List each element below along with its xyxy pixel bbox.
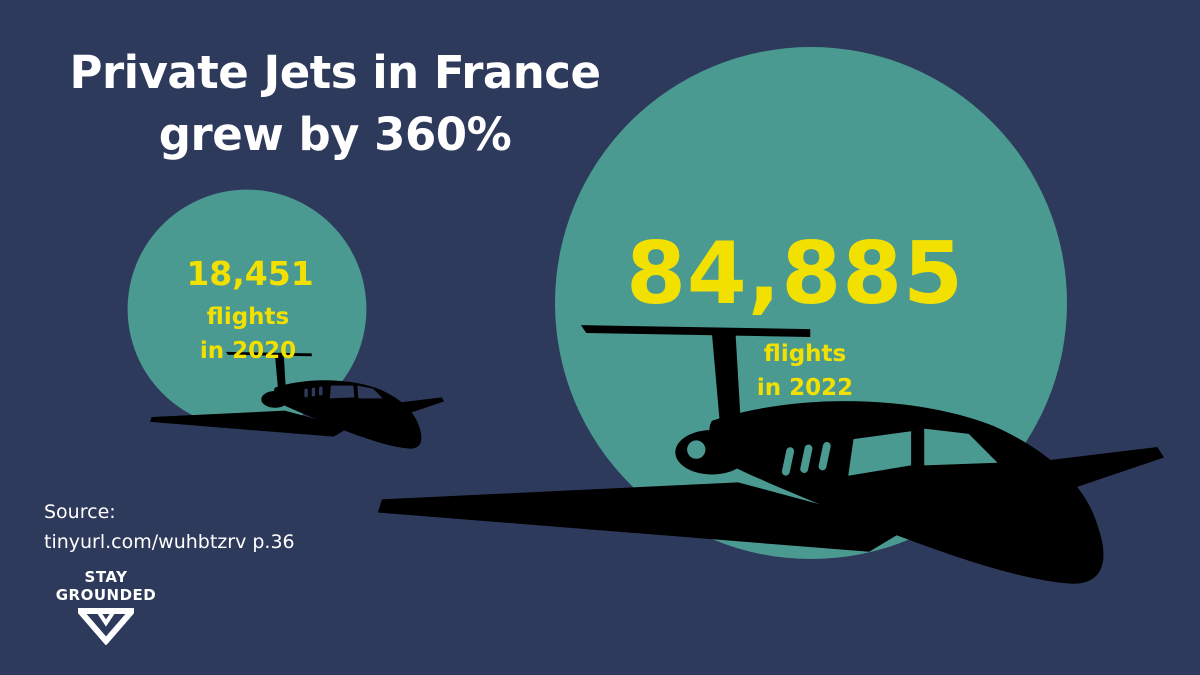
title-line-1: Private Jets in France: [10, 42, 660, 104]
caption-2020-line-2: in 2020: [150, 334, 346, 368]
source-note: Source: tinyurl.com/wuhbtzrv p.36: [44, 497, 295, 557]
caption-2020-line-1: flights: [150, 300, 346, 334]
stay-grounded-chevron-icon: [78, 607, 134, 645]
source-link[interactable]: tinyurl.com/wuhbtzrv p.36: [44, 527, 295, 557]
stay-grounded-logo: STAY GROUNDED: [44, 568, 168, 645]
title-line-2: grew by 360%: [10, 104, 660, 166]
logo-line-2: GROUNDED: [44, 586, 168, 604]
caption-2022-line-1: flights: [700, 337, 910, 371]
source-label: Source:: [44, 497, 295, 527]
value-label-2022: 84,885: [560, 222, 1030, 326]
logo-wordmark: STAY GROUNDED: [44, 568, 168, 604]
caption-2020: flights in 2020: [150, 300, 346, 368]
caption-2022-line-2: in 2022: [700, 371, 910, 405]
value-label-2020: 18,451: [150, 254, 350, 294]
logo-line-1: STAY: [44, 568, 168, 586]
caption-2022: flights in 2022: [700, 337, 910, 405]
chart-title: Private Jets in France grew by 360%: [10, 42, 660, 166]
